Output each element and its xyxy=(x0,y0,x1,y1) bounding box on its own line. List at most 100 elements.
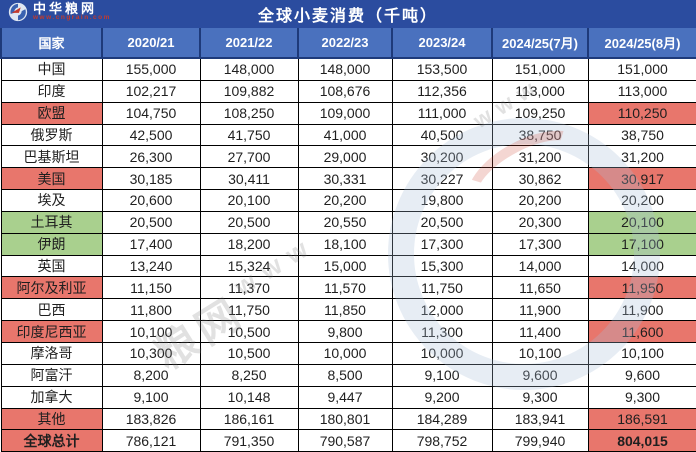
table-header-row: 国家 2020/21 2021/22 2022/23 2023/24 2024/25(7月… xyxy=(0,28,696,59)
value-cell: 11,850 xyxy=(297,298,393,322)
country-cell: 美国 xyxy=(0,167,103,191)
value-cell: 40,500 xyxy=(391,123,493,147)
value-cell: 38,750 xyxy=(491,123,589,147)
value-cell: 108,676 xyxy=(297,79,393,103)
page-title: 全球小麦消费（千吨） xyxy=(257,8,438,25)
value-cell: 10,000 xyxy=(297,341,393,365)
value-cell: 186,591 xyxy=(587,407,696,431)
country-cell: 英国 xyxy=(0,254,103,278)
value-cell: 786,121 xyxy=(101,429,201,452)
value-cell: 30,862 xyxy=(491,167,589,191)
country-cell: 全球总计 xyxy=(0,429,103,452)
table-row: 阿尔及利亚 11,150 11,370 11,570 11,750 11,650 11,95… xyxy=(0,276,696,300)
value-cell: 11,600 xyxy=(587,320,696,343)
value-cell: 9,600 xyxy=(491,363,589,387)
value-cell: 183,826 xyxy=(101,407,201,431)
value-cell: 20,100 xyxy=(199,189,299,212)
cngrain-logo-icon xyxy=(8,2,28,22)
country-cell: 土耳其 xyxy=(0,210,103,234)
value-cell: 113,000 xyxy=(587,79,696,103)
table-row: 埃及 20,600 20,100 20,200 19,800 20,200 20,200 xyxy=(0,189,696,212)
value-cell: 9,200 xyxy=(391,385,493,409)
value-cell: 9,300 xyxy=(587,385,696,409)
column-header-season: 2020/21 xyxy=(101,28,201,59)
value-cell: 31,200 xyxy=(587,145,696,169)
table-row: 全球总计 786,121 791,350 790,587 798,752 799,940 8… xyxy=(0,429,696,452)
value-cell: 42,500 xyxy=(101,123,201,147)
value-cell: 20,550 xyxy=(297,210,393,234)
value-cell: 11,900 xyxy=(587,298,696,322)
table-row: 英国 13,240 15,324 15,000 15,300 14,000 14,000 xyxy=(0,254,696,278)
value-cell: 104,750 xyxy=(101,101,201,125)
value-cell: 12,000 xyxy=(391,298,493,322)
value-cell: 15,300 xyxy=(391,254,493,278)
value-cell: 155,000 xyxy=(101,57,201,81)
value-cell: 30,331 xyxy=(297,167,393,191)
logo-text: 中华粮网 www.cngrain.com xyxy=(33,2,111,22)
table-row: 美国 30,185 30,411 30,331 30,227 30,862 30,917 xyxy=(0,167,696,191)
value-cell: 790,587 xyxy=(297,429,393,452)
column-header-season: 2024/25(8月) xyxy=(587,28,696,59)
value-cell: 111,000 xyxy=(391,101,493,125)
value-cell: 11,150 xyxy=(101,276,201,300)
table-row: 巴西 11,800 11,750 11,850 12,000 11,900 11,900 xyxy=(0,298,696,322)
value-cell: 9,600 xyxy=(587,363,696,387)
value-cell: 10,300 xyxy=(101,341,201,365)
value-cell: 11,750 xyxy=(391,276,493,300)
value-cell: 148,000 xyxy=(199,57,299,81)
value-cell: 153,500 xyxy=(391,57,493,81)
table-row: 欧盟 104,750 108,250 109,000 111,000 109,250 110… xyxy=(0,101,696,125)
value-cell: 102,217 xyxy=(101,79,201,103)
value-cell: 9,447 xyxy=(297,385,393,409)
value-cell: 30,411 xyxy=(199,167,299,191)
value-cell: 109,000 xyxy=(297,101,393,125)
value-cell: 9,100 xyxy=(391,363,493,387)
country-cell: 印度尼西亚 xyxy=(0,320,103,343)
value-cell: 11,750 xyxy=(199,298,299,322)
value-cell: 9,800 xyxy=(297,320,393,343)
value-cell: 8,500 xyxy=(297,363,393,387)
value-cell: 110,250 xyxy=(587,101,696,125)
table-row: 俄罗斯 42,500 41,750 41,000 40,500 38,750 38,750 xyxy=(0,123,696,147)
value-cell: 38,750 xyxy=(587,123,696,147)
value-cell: 11,950 xyxy=(587,276,696,300)
country-cell: 印度 xyxy=(0,79,103,103)
value-cell: 14,000 xyxy=(491,254,589,278)
country-cell: 埃及 xyxy=(0,189,103,212)
table-row: 中国 155,000 148,000 148,000 153,500 151,000 151… xyxy=(0,57,696,81)
value-cell: 20,100 xyxy=(587,210,696,234)
value-cell: 10,100 xyxy=(101,320,201,343)
table-row: 伊朗 17,400 18,200 18,100 17,300 17,300 17,100 xyxy=(0,232,696,256)
value-cell: 112,356 xyxy=(391,79,493,103)
value-cell: 30,200 xyxy=(391,145,493,169)
column-header-season: 2022/23 xyxy=(297,28,393,59)
value-cell: 108,250 xyxy=(199,101,299,125)
value-cell: 20,500 xyxy=(199,210,299,234)
table-row: 摩洛哥 10,300 10,500 10,000 10,000 10,100 10,100 xyxy=(0,341,696,365)
value-cell: 798,752 xyxy=(391,429,493,452)
value-cell: 14,000 xyxy=(587,254,696,278)
value-cell: 109,882 xyxy=(199,79,299,103)
value-cell: 8,200 xyxy=(101,363,201,387)
value-cell: 180,801 xyxy=(297,407,393,431)
table-row: 加拿大 9,100 10,148 9,447 9,200 9,300 9,300 xyxy=(0,385,696,409)
value-cell: 151,000 xyxy=(491,57,589,81)
value-cell: 30,185 xyxy=(101,167,201,191)
value-cell: 17,100 xyxy=(587,232,696,256)
value-cell: 20,500 xyxy=(101,210,201,234)
table-row: 其他 183,826 186,161 180,801 184,289 183,941 186… xyxy=(0,407,696,431)
value-cell: 11,400 xyxy=(491,320,589,343)
value-cell: 27,700 xyxy=(199,145,299,169)
value-cell: 20,200 xyxy=(587,189,696,212)
value-cell: 10,100 xyxy=(587,341,696,365)
value-cell: 9,100 xyxy=(101,385,201,409)
value-cell: 17,300 xyxy=(491,232,589,256)
country-cell: 伊朗 xyxy=(0,232,103,256)
title-bar: 中华粮网 www.cngrain.com 全球小麦消费（千吨） xyxy=(0,0,696,28)
value-cell: 31,200 xyxy=(491,145,589,169)
value-cell: 8,250 xyxy=(199,363,299,387)
country-cell: 中国 xyxy=(0,57,103,81)
value-cell: 17,300 xyxy=(391,232,493,256)
country-cell: 阿尔及利亚 xyxy=(0,276,103,300)
